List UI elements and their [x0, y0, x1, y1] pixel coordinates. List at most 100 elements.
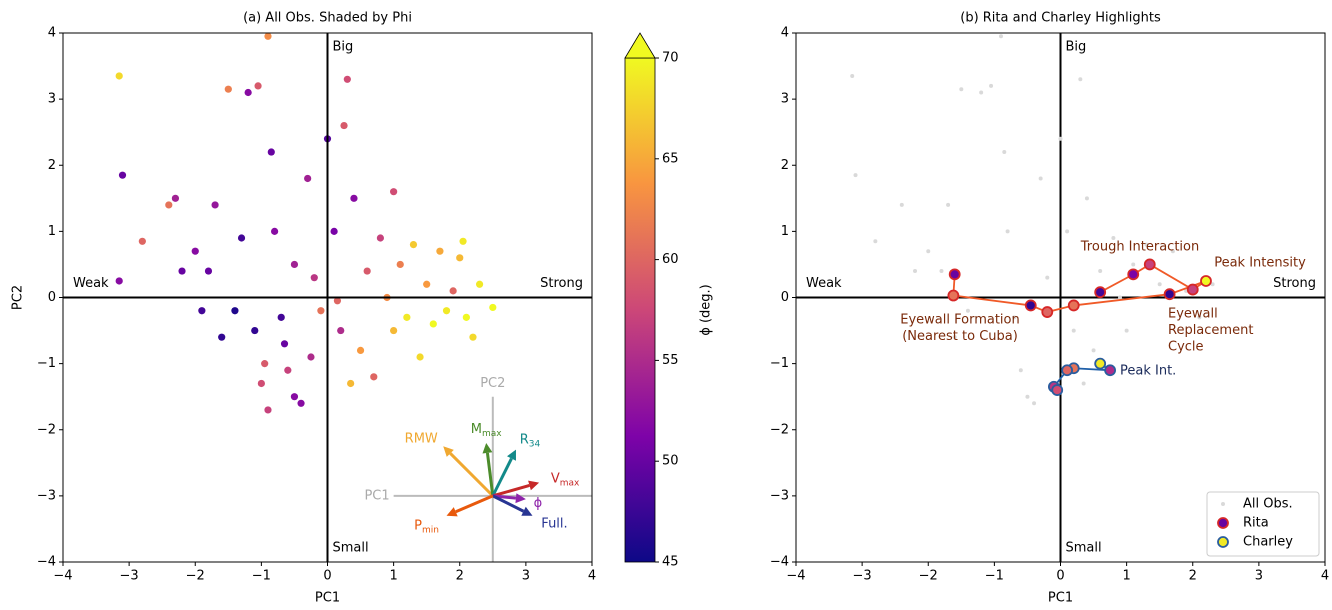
scatter-point: [1094, 357, 1107, 370]
colorbar-tick-label: 50: [662, 454, 679, 469]
scatter-point: [416, 353, 424, 361]
x-tick-label: −2: [919, 569, 938, 584]
legend-marker: [1221, 502, 1225, 506]
arrow-label: RMW: [405, 431, 438, 446]
x-tick-label: 1: [389, 569, 397, 584]
y-tick-label: −3: [37, 488, 56, 503]
scatter-point: [310, 274, 318, 282]
arrow-label-text: ϕ: [534, 496, 543, 511]
scatter-point: [264, 32, 272, 40]
arrow-head: [528, 480, 540, 491]
scatter-point: [257, 379, 265, 388]
scatter-point: [333, 297, 342, 305]
colorbar-tick-label: 70: [662, 51, 679, 66]
colorbar-tick-label: 60: [662, 252, 679, 267]
scatter-point: [850, 73, 855, 78]
scatter-point: [946, 202, 951, 207]
scatter-point: [1078, 77, 1083, 82]
scatter-point: [356, 346, 365, 354]
colorbar-label: ϕ (deg.): [699, 284, 714, 336]
scatter-point: [1041, 306, 1054, 318]
scatter-point: [1131, 262, 1136, 267]
scatter-point: [926, 249, 931, 254]
y-tick-label: −2: [770, 422, 789, 437]
loading-arrow: [455, 494, 494, 514]
scatter-point: [1170, 249, 1175, 254]
y-tick-label: −4: [37, 555, 56, 570]
quadrant-label: Strong: [1273, 276, 1316, 291]
scatter-point: [436, 247, 444, 255]
scatter-point: [952, 335, 957, 340]
arrow-head: [482, 442, 493, 454]
arrow-label: Mmax: [471, 421, 503, 438]
scatter-point: [403, 313, 411, 321]
y-tick-label: 0: [48, 290, 56, 305]
annotation: Cycle: [1168, 340, 1204, 355]
scatter-point: [178, 267, 186, 275]
scatter-point: [290, 260, 299, 269]
scatter-point: [1032, 401, 1037, 406]
arrow-head: [521, 506, 533, 516]
scatter-point: [307, 353, 315, 361]
annotation: Replacement: [1168, 323, 1253, 338]
x-tick-label: 3: [1255, 569, 1263, 584]
x-tick-label: 0: [1056, 569, 1064, 584]
scatter-point: [171, 194, 180, 202]
quadrant-label: Weak: [73, 276, 109, 291]
scatter-point: [1071, 328, 1076, 333]
x-tick-label: 4: [588, 569, 596, 584]
scatter-point: [947, 289, 960, 302]
scatter-point: [409, 241, 418, 249]
scatter-point: [853, 173, 858, 178]
legend-box: [1206, 491, 1320, 557]
x-tick-label: −3: [853, 569, 872, 584]
y-tick-label: −4: [770, 555, 789, 570]
track-line: [952, 263, 1207, 313]
scatter-point: [304, 174, 312, 183]
y-tick-label: −1: [37, 356, 56, 371]
arrow-head: [507, 449, 516, 461]
scatter-point: [264, 406, 272, 414]
colorbar-extend: [624, 32, 656, 59]
x-tick-label: −2: [186, 569, 205, 584]
scatter-point: [204, 267, 213, 275]
scatter-point: [277, 313, 285, 321]
scatter-point: [115, 72, 123, 80]
y-tick-label: −3: [770, 488, 789, 503]
loading-arrow: [485, 452, 495, 497]
scatter-point: [376, 234, 384, 242]
scatter-point: [1200, 275, 1212, 287]
arrow-label-sub: min: [422, 525, 439, 535]
scatter-point: [271, 227, 279, 235]
scatter-point: [340, 121, 348, 130]
scatter-point: [948, 268, 961, 281]
colorbar-tick-label: 65: [662, 151, 679, 166]
x-tick-label: 3: [522, 569, 530, 584]
arrow-label-text: P: [414, 518, 422, 533]
scatter-point: [290, 393, 299, 401]
scatter-point: [462, 313, 470, 321]
x-tick-label: 2: [456, 569, 464, 584]
scatter-point: [396, 260, 404, 269]
x-tick-label: −3: [120, 569, 139, 584]
scatter-point: [459, 237, 467, 245]
scatter-point: [224, 85, 232, 93]
scatter-point: [1045, 275, 1050, 280]
annotation: Eyewall: [1168, 307, 1218, 322]
scatter-point: [267, 148, 275, 156]
quadrant-label: Strong: [540, 276, 583, 291]
inset-axis-label: PC1: [364, 488, 389, 503]
scatter-point: [423, 280, 431, 288]
legend-marker: [1217, 536, 1229, 548]
loading-arrow: [492, 494, 525, 513]
arrow-label-sub: max: [482, 428, 502, 438]
scatter-point: [254, 82, 262, 90]
scatter-point: [1058, 136, 1063, 141]
scatter-point: [370, 373, 378, 381]
scatter-point: [198, 307, 206, 315]
scatter-point: [1186, 283, 1199, 296]
quadrant-label: Small: [1066, 541, 1102, 556]
scatter-point: [115, 277, 123, 285]
quadrant-label: Big: [1066, 40, 1087, 55]
loading-arrow: [492, 483, 530, 498]
